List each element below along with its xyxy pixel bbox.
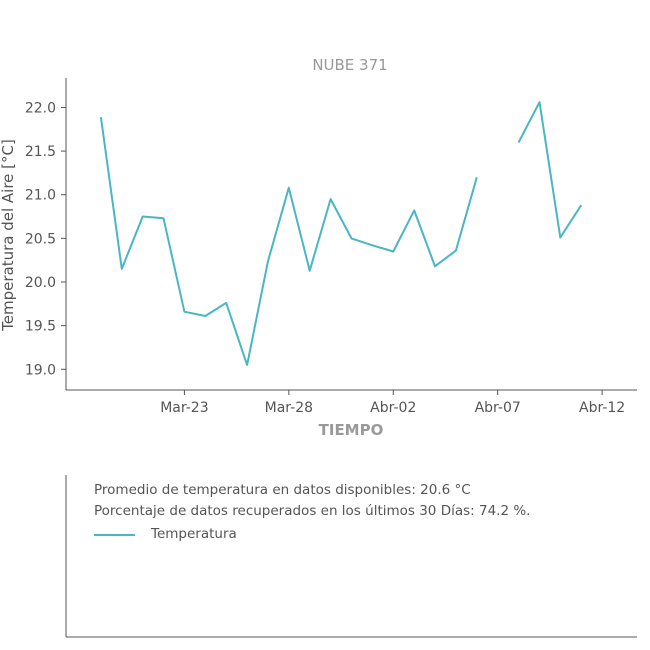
chart-title: NUBE 371 bbox=[312, 56, 387, 74]
average-temperature-text: Promedio de temperatura en datos disponi… bbox=[94, 482, 471, 498]
x-tick-label: Abr-02 bbox=[370, 400, 416, 416]
x-tick-label: Abr-07 bbox=[475, 400, 521, 416]
y-tick-label: 20.5 bbox=[25, 231, 56, 247]
y-tick-label: 19.5 bbox=[25, 319, 56, 335]
x-ticks: Mar-23 Mar-28 Abr-02 Abr-07 Abr-12 bbox=[160, 390, 625, 416]
x-axis-label: TIEMPO bbox=[319, 421, 384, 439]
y-tick-label: 21.0 bbox=[25, 188, 56, 204]
y-tick-label: 21.5 bbox=[25, 144, 56, 160]
info-panel: Promedio de temperatura en datos disponi… bbox=[65, 475, 637, 638]
y-tick-label: 22.0 bbox=[25, 100, 56, 116]
y-tick-label: 20.0 bbox=[25, 275, 56, 291]
series-group bbox=[99, 101, 583, 366]
x-tick-label: Mar-28 bbox=[265, 400, 313, 416]
x-tick-label: Abr-12 bbox=[579, 400, 625, 416]
legend-label: Temperatura bbox=[150, 526, 237, 542]
series-line-temperatura bbox=[99, 116, 478, 366]
y-ticks: 19.0 19.5 20.0 20.5 21.0 21.5 22.0 bbox=[25, 100, 66, 378]
plot-area: 19.019.520.020.521.021.522.0 Mar-23 Mar-2… bbox=[25, 78, 637, 416]
x-tick-label: Mar-23 bbox=[160, 400, 208, 416]
recovered-data-text: Porcentaje de datos recuperados en los ú… bbox=[94, 503, 530, 519]
y-tick-label: 19.0 bbox=[25, 362, 56, 378]
series-line-temperatura bbox=[517, 101, 583, 239]
y-axis-label: Temperatura del Aire [°C] bbox=[0, 139, 17, 332]
